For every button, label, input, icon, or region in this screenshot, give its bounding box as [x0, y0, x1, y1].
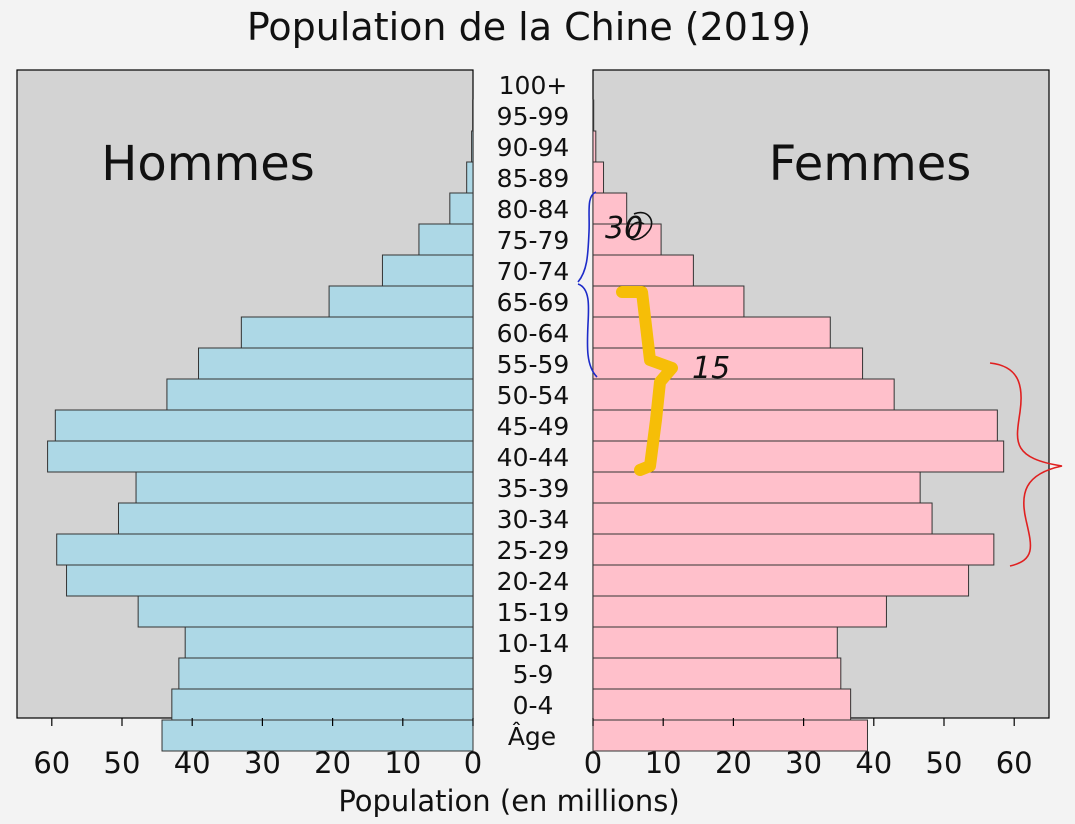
female-bar-45-49: [592, 440, 1005, 473]
male-bar-50-54: [54, 409, 474, 442]
age-label-95-99: 95-99: [497, 102, 570, 131]
red-brace: [989, 362, 1063, 567]
age-label-60-64: 60-64: [497, 319, 570, 348]
left-tick-label-60: 60: [33, 746, 70, 780]
left-tick-label-40: 40: [174, 746, 211, 780]
left-tick-label-0: 0: [464, 746, 482, 780]
male-bar-35-39: [117, 502, 474, 535]
male-bar-30-34: [56, 533, 474, 566]
left-tick-label-30: 30: [244, 746, 281, 780]
chart-title: Population de la Chine (2019): [247, 5, 811, 49]
male-bar-95-99: [471, 130, 474, 163]
male-bar-70-74: [328, 285, 474, 318]
annotation-15: 15: [692, 351, 730, 386]
right-tick-label-20: 20: [715, 746, 752, 780]
female-bar-20-24: [592, 595, 887, 628]
female-bar-35-39: [592, 502, 933, 535]
age-label-85-89: 85-89: [497, 164, 570, 193]
female-bar-90-94: [592, 161, 605, 194]
annotation-30-loop: [628, 211, 653, 241]
female-bar-70-74: [592, 285, 745, 318]
age-label-35-39: 35-39: [497, 474, 570, 503]
female-bar-75-79: [592, 254, 694, 287]
age-label-45-49: 45-49: [497, 412, 570, 441]
left-tick-label-10: 10: [384, 746, 421, 780]
age-label-5-9: 5-9: [513, 660, 554, 689]
blue-brace-lower: [577, 283, 598, 378]
female-bar-40-44: [592, 471, 921, 504]
age-label-20-24: 20-24: [497, 567, 570, 596]
female-bar-60-64: [592, 347, 864, 380]
age-label-90-94: 90-94: [497, 133, 570, 162]
female-bar-65-69: [592, 316, 831, 349]
female-bar-85-89: [592, 192, 628, 225]
age-label-80-84: 80-84: [497, 195, 570, 224]
right-tick-label-40: 40: [855, 746, 892, 780]
yellow-highlight-mark: [616, 286, 678, 476]
male-bar-40-44: [135, 471, 474, 504]
female-bar-10-14: [592, 657, 842, 690]
female-bar-95-99: [592, 130, 597, 163]
right-tick-label-10: 10: [645, 746, 682, 780]
male-bar-5-9: [171, 688, 474, 721]
male-bar-20-24: [137, 595, 474, 628]
age-label-75-79: 75-79: [497, 226, 570, 255]
age-label-10-14: 10-14: [497, 629, 570, 658]
male-bar-85-89: [449, 192, 474, 225]
male-bar-75-79: [381, 254, 474, 287]
age-label-40-44: 40-44: [497, 443, 570, 472]
age-label-0-4: 0-4: [513, 691, 554, 720]
male-bar-25-29: [66, 564, 474, 597]
age-label-30-34: 30-34: [497, 505, 570, 534]
male-bar-80-84: [418, 223, 474, 256]
age-axis-label: Âge: [508, 722, 556, 751]
female-bar-100+: [592, 99, 595, 132]
age-label-25-29: 25-29: [497, 536, 570, 565]
female-bar-5-9: [592, 688, 852, 721]
women-label: Femmes: [769, 136, 972, 192]
age-label-70-74: 70-74: [497, 257, 570, 286]
x-axis-label: Population (en millions): [338, 784, 679, 818]
male-bar-45-49: [47, 440, 474, 473]
male-bar-90-94: [466, 161, 474, 194]
left-tick-label-50: 50: [104, 746, 141, 780]
female-bar-0-4: [592, 719, 868, 752]
left-tick-label-20: 20: [314, 746, 351, 780]
handwritten-annotations: 30 15: [577, 191, 1063, 567]
male-bar-60-64: [198, 347, 474, 380]
men-label: Hommes: [101, 136, 315, 192]
male-bar-0-4: [161, 719, 474, 752]
age-label-50-54: 50-54: [497, 381, 570, 410]
male-bar-55-59: [166, 378, 474, 411]
age-label-65-69: 65-69: [497, 288, 570, 317]
female-bar-55-59: [592, 378, 895, 411]
female-bar-30-34: [592, 533, 995, 566]
annotation-30: 30: [605, 211, 643, 246]
right-tick-label-30: 30: [785, 746, 822, 780]
age-label-15-19: 15-19: [497, 598, 570, 627]
female-bar-25-29: [592, 564, 970, 597]
right-tick-label-50: 50: [926, 746, 963, 780]
male-bar-15-19: [184, 626, 474, 659]
blue-brace-upper: [577, 191, 597, 283]
female-bar-15-19: [592, 626, 838, 659]
male-bar-65-69: [240, 316, 474, 349]
age-label-55-59: 55-59: [497, 350, 570, 379]
male-bar-10-14: [178, 657, 474, 690]
right-tick-label-0: 0: [584, 746, 602, 780]
right-tick-label-60: 60: [996, 746, 1033, 780]
age-label-100+: 100+: [499, 71, 568, 100]
